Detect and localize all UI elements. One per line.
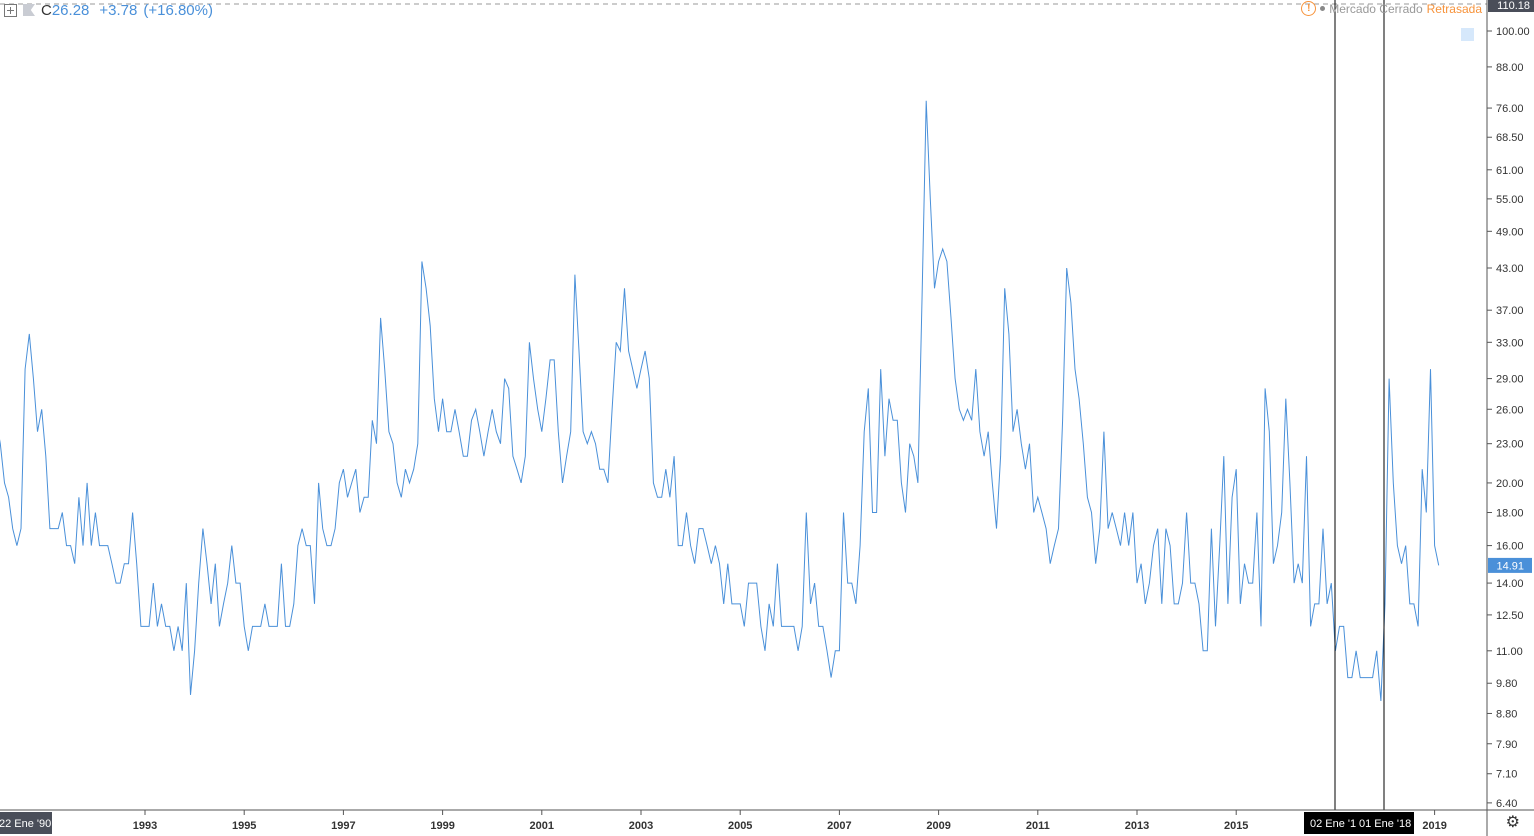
y-tick-label: 61.00	[1496, 165, 1524, 177]
y-tick-label: 9.80	[1496, 678, 1517, 690]
x-tick-label: 2007	[827, 820, 851, 832]
x-tick-label: 2011	[1026, 820, 1050, 832]
y-tick-label: 37.00	[1496, 305, 1524, 317]
x-tick-label: 2009	[926, 820, 950, 832]
legend-change-pct: (+16.80%)	[143, 1, 213, 19]
x-tick-label: 1999	[430, 820, 454, 832]
y-tick-label: 8.80	[1496, 708, 1517, 720]
x-tick-label: 2013	[1125, 820, 1149, 832]
y-tick-label: 18.00	[1496, 508, 1524, 520]
x-tick-label: 2001	[530, 820, 554, 832]
y-tick-label: 14.00	[1496, 578, 1524, 590]
legend-symbol: C	[41, 1, 52, 19]
market-status-text: Mercado Cerrado	[1329, 1, 1423, 16]
delay-status-text: Retrasada	[1426, 1, 1482, 16]
x-tick-label: 1995	[232, 820, 256, 832]
y-tick-label: 16.00	[1496, 541, 1524, 553]
y-tick-label: 7.10	[1496, 769, 1517, 781]
status-dot-icon	[1320, 6, 1326, 11]
legend-change: +3.78	[99, 1, 138, 19]
x-tick-label: 2005	[728, 820, 752, 832]
legend-price: 26.28	[51, 1, 90, 19]
time-axis[interactable]: 1993 1995 1997 1999 2001 2003 2005 2007 2009 2011…	[133, 810, 1447, 832]
price-axis[interactable]: 100.00 88.00 76.00 68.50 61.00 55.00 49.00 43.0…	[1487, 26, 1530, 810]
market-status: ! Mercado Cerrado Retrasada	[1301, 1, 1482, 16]
last-price-label-bg	[1488, 557, 1532, 573]
y-tick-label: 68.50	[1496, 132, 1524, 144]
crosshair-start-label: 22 Ene '90	[0, 818, 51, 830]
y-tick-label: 20.00	[1496, 478, 1524, 490]
y-tick-label: 23.00	[1496, 439, 1524, 451]
x-tick-label: 2019	[1422, 820, 1446, 832]
y-tick-label: 33.00	[1496, 337, 1524, 349]
top-price-label: 110.18	[1497, 0, 1530, 12]
flag-icon[interactable]	[23, 4, 35, 16]
x-tick-label: 1993	[133, 820, 157, 832]
y-tick-label: 55.00	[1496, 194, 1524, 206]
y-tick-label: 43.00	[1496, 263, 1524, 275]
x-tick-label: 2015	[1224, 820, 1248, 832]
crosshair-labels-bg	[1304, 812, 1414, 834]
y-tick-label: 6.40	[1496, 798, 1517, 810]
x-tick-label: 2003	[629, 820, 653, 832]
y-tick-label: 29.00	[1496, 374, 1524, 386]
y-tick-label: 26.00	[1496, 404, 1524, 416]
y-tick-label: 7.90	[1496, 739, 1517, 751]
y-tick-label: 12.50	[1496, 610, 1524, 622]
last-price-label: 14.91	[1496, 560, 1524, 572]
top-price-label-bg	[1488, 0, 1534, 12]
warning-icon[interactable]: !	[1301, 1, 1317, 16]
y-tick-label: 100.00	[1496, 26, 1530, 38]
crosshair-label-b: 01 Ene '18	[1359, 818, 1411, 830]
crosshair-label-a: 02 Ene '1	[1310, 818, 1356, 830]
save-icon[interactable]	[1461, 28, 1474, 41]
series-line	[0, 100, 1440, 702]
gear-icon[interactable]: ⚙	[1505, 814, 1520, 831]
symbol-legend: C 26.28 +3.78 (+16.80%)	[4, 0, 213, 20]
y-tick-label: 76.00	[1496, 103, 1524, 115]
y-tick-label: 11.00	[1496, 646, 1523, 658]
plus-box-icon[interactable]	[4, 3, 17, 17]
y-tick-label: 88.00	[1496, 62, 1524, 74]
y-tick-label: 49.00	[1496, 226, 1524, 238]
x-tick-label: 1997	[331, 820, 355, 832]
crosshair-start-label-bg	[0, 812, 52, 834]
